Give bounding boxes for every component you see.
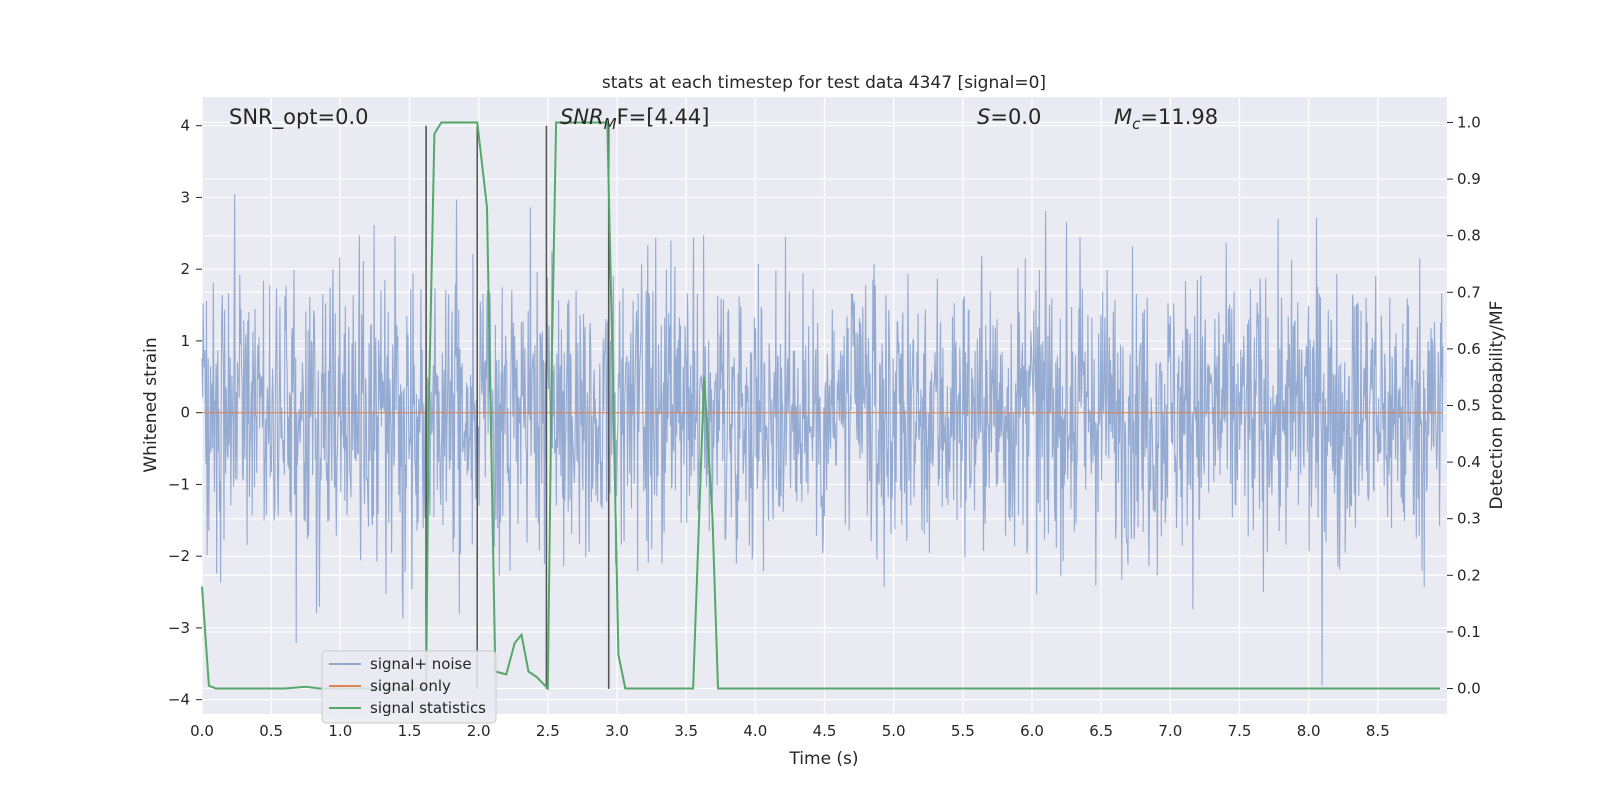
y-right-tick-label: 0.6 bbox=[1457, 340, 1481, 358]
y-left-tick-label: −4 bbox=[168, 691, 190, 709]
x-tick-label: 1.5 bbox=[398, 722, 422, 740]
x-tick-label: 2.0 bbox=[467, 722, 491, 740]
x-tick-label: 8.5 bbox=[1366, 722, 1390, 740]
annotation-s: S=0.0 bbox=[977, 105, 1041, 129]
y-left-tick-label: 2 bbox=[180, 260, 190, 278]
y-right-tick-label: 0.7 bbox=[1457, 283, 1481, 301]
legend: signal+ noise signal only signal statist… bbox=[321, 650, 497, 724]
x-tick-label: 3.5 bbox=[674, 722, 698, 740]
x-tick-label: 1.0 bbox=[328, 722, 352, 740]
x-tick-label: 7.5 bbox=[1228, 722, 1252, 740]
x-tick-label: 7.0 bbox=[1158, 722, 1182, 740]
y-left-tick-label: −1 bbox=[168, 475, 190, 493]
annotation-snr-mf: SNRMF=[4.44] bbox=[560, 105, 709, 133]
y-left-tick-label: −3 bbox=[168, 619, 190, 637]
y-left-tick-label: 3 bbox=[180, 188, 190, 206]
x-axis: 0.0 0.5 1.0 1.5 2.0 2.5 3.0 3.5 4.0 4.5 5.0 5.5 6.0 6… bbox=[190, 722, 1390, 740]
x-tick-label: 0.5 bbox=[259, 722, 283, 740]
x-tick-label: 5.5 bbox=[951, 722, 975, 740]
y-right-tick-label: 0.2 bbox=[1457, 566, 1481, 584]
y-left-tick-label: 1 bbox=[180, 332, 190, 350]
x-tick-label: 4.0 bbox=[743, 722, 767, 740]
y-left-tick-label: 0 bbox=[180, 404, 190, 422]
series-signal-noise bbox=[201, 194, 1444, 686]
legend-box bbox=[321, 650, 497, 724]
y-axis-right-label: Detection probability/MF bbox=[1487, 301, 1507, 510]
y-right-tick-label: 0.5 bbox=[1457, 397, 1481, 415]
y-right-tick-label: 0.0 bbox=[1457, 680, 1481, 698]
y-left-tick-label: 4 bbox=[180, 117, 190, 135]
y-left-tick-label: −2 bbox=[168, 547, 190, 565]
chart-title: stats at each timestep for test data 434… bbox=[602, 73, 1046, 93]
x-tick-label: 6.0 bbox=[1020, 722, 1044, 740]
annotation-mc: Mc=11.98 bbox=[1114, 105, 1218, 133]
y-axis-left-label: Whitened strain bbox=[141, 337, 161, 472]
x-tick-label: 3.0 bbox=[605, 722, 629, 740]
y-axis-left: −4 −3 −2 −1 0 1 2 3 4 bbox=[168, 117, 202, 709]
series-line-signal-noise bbox=[201, 194, 1444, 686]
y-axis-right: 0.0 0.1 0.2 0.3 0.4 0.5 0.6 0.7 0.8 0.9 1.0 bbox=[1447, 113, 1481, 698]
y-right-tick-label: 0.3 bbox=[1457, 510, 1481, 528]
legend-label-signal-noise: signal+ noise bbox=[370, 655, 472, 673]
legend-label-signal-only: signal only bbox=[370, 677, 451, 695]
x-tick-label: 8.0 bbox=[1297, 722, 1321, 740]
y-right-tick-label: 0.9 bbox=[1457, 170, 1481, 188]
y-right-tick-label: 0.1 bbox=[1457, 623, 1481, 641]
x-tick-label: 5.0 bbox=[882, 722, 906, 740]
x-axis-label: Time (s) bbox=[788, 749, 858, 769]
y-right-tick-label: 1.0 bbox=[1457, 113, 1481, 131]
legend-label-signal-statistics: signal statistics bbox=[370, 699, 486, 717]
x-tick-label: 2.5 bbox=[536, 722, 560, 740]
x-tick-label: 0.0 bbox=[190, 722, 214, 740]
vertical-markers bbox=[425, 125, 610, 689]
x-tick-label: 4.5 bbox=[813, 722, 837, 740]
x-tick-label: 6.5 bbox=[1089, 722, 1113, 740]
annotation-snr-opt: SNR_opt=0.0 bbox=[229, 105, 369, 130]
y-right-tick-label: 0.4 bbox=[1457, 453, 1481, 471]
y-right-tick-label: 0.8 bbox=[1457, 227, 1481, 245]
